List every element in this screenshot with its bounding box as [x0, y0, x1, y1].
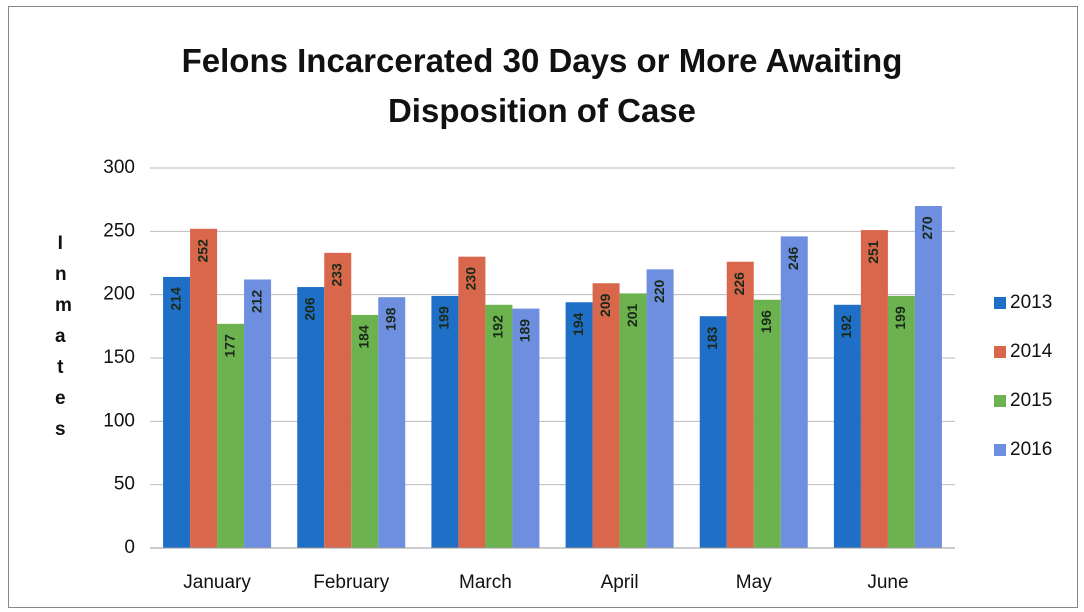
- x-tick-label: March: [459, 572, 512, 593]
- bar: [726, 261, 754, 548]
- bar: [914, 206, 942, 548]
- x-tick-label: April: [601, 572, 639, 593]
- value-label: 189: [517, 319, 533, 343]
- bar: [190, 228, 218, 549]
- bar: [699, 316, 727, 548]
- bar: [431, 295, 459, 548]
- bar: [297, 287, 325, 548]
- chart-title: Felons Incarcerated 30 Days or More Awai…: [181, 42, 903, 129]
- bar: [512, 308, 540, 548]
- bar: [378, 297, 406, 548]
- bar: [485, 304, 513, 548]
- value-label: 194: [570, 312, 586, 336]
- y-tick-label: 200: [103, 284, 135, 305]
- bar: [753, 299, 781, 548]
- value-label: 177: [221, 334, 237, 358]
- bar: [324, 252, 352, 548]
- chart-frame: [8, 6, 1078, 608]
- y-tick-label: 100: [103, 410, 135, 431]
- value-label: 184: [355, 325, 371, 349]
- bar: [565, 302, 593, 548]
- value-label: 214: [167, 287, 183, 311]
- value-label: 183: [704, 326, 720, 350]
- x-tick-label: February: [313, 572, 390, 593]
- bar: [887, 295, 915, 548]
- value-label: 251: [865, 240, 881, 264]
- value-label: 196: [758, 310, 774, 334]
- legend-label: 2016: [1010, 439, 1052, 460]
- bar: [458, 256, 486, 548]
- x-tick-label: June: [867, 572, 908, 593]
- value-label: 226: [731, 272, 747, 296]
- bar: [217, 323, 245, 548]
- value-label: 233: [328, 263, 344, 287]
- value-label: 209: [597, 293, 613, 317]
- y-tick-label: 0: [124, 537, 135, 558]
- bar: [163, 276, 191, 548]
- value-label: 192: [838, 315, 854, 339]
- value-label: 198: [382, 307, 398, 331]
- value-label: 192: [490, 315, 506, 339]
- value-label: 212: [248, 290, 264, 314]
- value-label: 246: [785, 247, 801, 271]
- y-axis-label: Inmates: [55, 233, 72, 440]
- value-label: 199: [892, 306, 908, 330]
- x-tick-label: January: [183, 572, 251, 593]
- legend-label: 2013: [1010, 292, 1052, 313]
- value-label: 206: [301, 297, 317, 321]
- legend-swatch: [994, 444, 1006, 456]
- value-label: 220: [651, 279, 667, 303]
- value-label: 199: [436, 306, 452, 330]
- legend-swatch: [994, 395, 1006, 407]
- legend-swatch: [994, 346, 1006, 358]
- y-tick-label: 50: [114, 474, 135, 495]
- value-label: 201: [624, 304, 640, 328]
- y-tick-label: 300: [103, 157, 135, 178]
- bar: [780, 236, 808, 548]
- value-label: 252: [194, 239, 210, 263]
- bar: [833, 304, 861, 548]
- bar: [860, 230, 888, 549]
- legend-label: 2014: [1010, 341, 1053, 362]
- y-tick-label: 150: [103, 347, 135, 368]
- bar: [351, 314, 379, 548]
- value-label: 230: [463, 267, 479, 291]
- y-tick-label: 250: [103, 220, 135, 241]
- bar: [646, 269, 674, 548]
- value-label: 270: [919, 216, 935, 240]
- bar: [592, 283, 620, 548]
- bar: [619, 293, 647, 548]
- legend-swatch: [994, 297, 1006, 309]
- legend-label: 2015: [1010, 390, 1052, 411]
- x-tick-label: May: [736, 572, 772, 593]
- bar: [244, 279, 272, 548]
